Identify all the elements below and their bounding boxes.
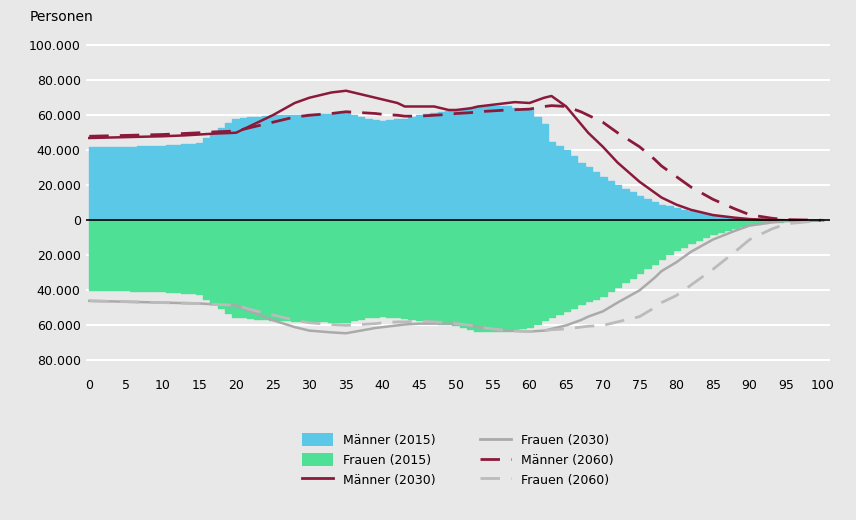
Text: Personen: Personen (30, 10, 93, 24)
Legend: Männer (2015), Frauen (2015), Männer (2030), Frauen (2030), Männer (2060), Fraue: Männer (2015), Frauen (2015), Männer (20… (297, 428, 619, 492)
